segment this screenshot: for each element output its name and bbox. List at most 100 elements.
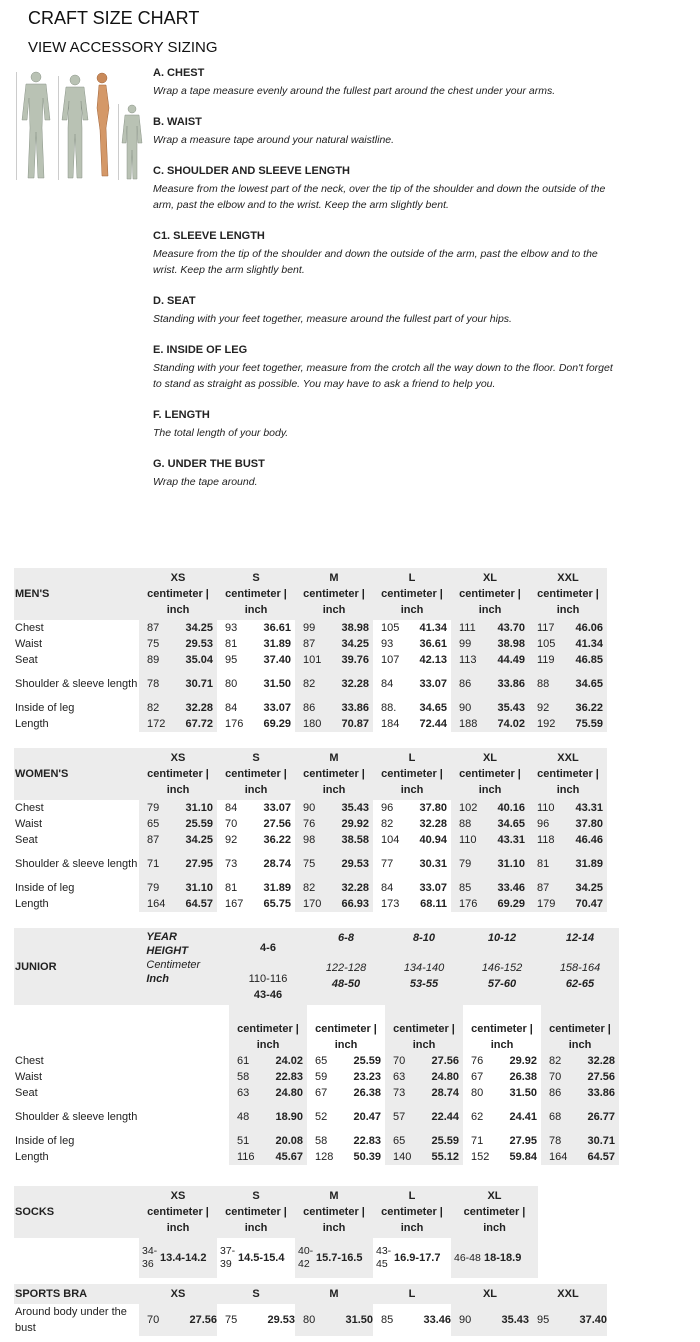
size-cell: 164 64.57 bbox=[139, 896, 217, 912]
age-header: 12-14 158-164 62-65 bbox=[541, 928, 619, 1005]
size-cell: 86 33.86 bbox=[541, 1085, 619, 1101]
unit-header: centimeter | inch bbox=[541, 1021, 619, 1053]
inch-value: 43.31 bbox=[497, 834, 525, 846]
inch-value: 28.74 bbox=[431, 1087, 459, 1099]
size-header: XL centimeter | inch bbox=[451, 1186, 538, 1238]
unit-label: centimeter | bbox=[381, 1206, 443, 1218]
inch-value: 27.95 bbox=[185, 858, 213, 870]
size-cell: 73 28.74 bbox=[217, 848, 295, 880]
size-label: XS bbox=[170, 1190, 186, 1202]
cm-value: 102 bbox=[459, 802, 478, 814]
cm-value: 93 bbox=[381, 638, 394, 650]
table-title: SOCKS bbox=[14, 1186, 139, 1238]
size-cell: 81 31.89 bbox=[217, 880, 295, 896]
age-height-cm: 134-140 bbox=[403, 962, 445, 974]
cm-value: 90 bbox=[303, 802, 316, 814]
inch-value: 44.49 bbox=[497, 654, 525, 666]
size-cell: 88 34.65 bbox=[529, 668, 607, 700]
size-cell: 76 29.92 bbox=[295, 816, 373, 832]
cm-value: 75 bbox=[303, 858, 316, 870]
cm-value: 87 bbox=[147, 622, 160, 634]
header-row: SPORTS BRA XS S M L XL XXL bbox=[14, 1284, 607, 1304]
inch-value: 45.67 bbox=[275, 1151, 303, 1163]
cm-value: 84 bbox=[225, 802, 238, 814]
inch-value: 24.80 bbox=[431, 1071, 459, 1083]
size-cell: 84 33.07 bbox=[217, 700, 295, 716]
row-label: Shoulder & sleeve length bbox=[15, 1111, 138, 1123]
size-cell: 61 24.02 bbox=[229, 1053, 307, 1069]
inch-value: 20.08 bbox=[275, 1135, 303, 1147]
size-cell: 176 69.29 bbox=[217, 716, 295, 732]
inch-value: 15.7-16.5 bbox=[316, 1251, 363, 1264]
inch-value: 35.04 bbox=[185, 654, 213, 666]
size-cell: 170 66.93 bbox=[295, 896, 373, 912]
cm-value: 184 bbox=[381, 718, 400, 730]
cm-value: 128 bbox=[315, 1151, 334, 1163]
unit-label: inch bbox=[490, 1039, 514, 1051]
junior-key-year: YEAR bbox=[146, 931, 177, 943]
unit-label: inch bbox=[322, 1222, 346, 1234]
size-cell: 58 22.83 bbox=[229, 1069, 307, 1085]
size-cell: 84 33.07 bbox=[217, 800, 295, 816]
unit-label: inch bbox=[556, 604, 580, 616]
inch-value: 16.9-17.7 bbox=[394, 1251, 441, 1264]
row-label: Seat bbox=[15, 1087, 38, 1099]
inch-value: 38.98 bbox=[497, 638, 525, 650]
inch-value: 31.10 bbox=[497, 858, 525, 870]
unit-row: centimeter | inch centimeter | inch centimet… bbox=[14, 1021, 619, 1053]
size-label: M bbox=[329, 572, 339, 584]
size-cell: 51 20.08 bbox=[229, 1133, 307, 1149]
inch-value: 34.65 bbox=[419, 702, 447, 714]
cm-value: 84 bbox=[381, 882, 394, 894]
inch-value: 27.56 bbox=[587, 1071, 615, 1083]
size-cell: 192 75.59 bbox=[529, 716, 607, 732]
age-header: 4-6 110-116 43-46 bbox=[229, 928, 307, 1005]
cm-value: 62 bbox=[471, 1111, 484, 1123]
unit-label: inch bbox=[244, 784, 268, 796]
age-height-inch: 48-50 bbox=[331, 978, 361, 990]
cm-value: 167 bbox=[225, 898, 244, 910]
table-row: Seat 63 24.80 67 26.38 73 28.74 80 31.50 86 33.86 bbox=[14, 1085, 619, 1101]
size-cell: 167 65.75 bbox=[217, 896, 295, 912]
cm-value: 59 bbox=[315, 1071, 328, 1083]
inch-value: 31.50 bbox=[263, 678, 291, 690]
unit-label: centimeter | bbox=[381, 768, 443, 780]
guide-text: The total length of your body. bbox=[153, 427, 289, 439]
size-cell: 48 18.90 bbox=[229, 1101, 307, 1133]
cm-value: 87 bbox=[147, 834, 160, 846]
size-cell: 92 36.22 bbox=[217, 832, 295, 848]
inch-value: 34.25 bbox=[341, 638, 369, 650]
inch-value: 29.53 bbox=[267, 1314, 295, 1326]
cm-value: 70 bbox=[549, 1071, 562, 1083]
inch-value: 36.22 bbox=[575, 702, 603, 714]
inch-value: 33.07 bbox=[263, 702, 291, 714]
row-label: Waist bbox=[15, 1071, 43, 1083]
inch-value: 20.47 bbox=[353, 1111, 381, 1123]
unit-label: centimeter | bbox=[471, 1023, 533, 1035]
table-row: Waist 58 22.83 59 23.23 63 24.80 67 26.38 70 27.56 bbox=[14, 1069, 619, 1085]
unit-label: inch bbox=[556, 784, 580, 796]
inch-value: 22.44 bbox=[431, 1111, 459, 1123]
row-label: Inside of leg bbox=[15, 702, 75, 714]
size-cell: 82 32.28 bbox=[373, 816, 451, 832]
unit-label: inch bbox=[400, 1222, 424, 1234]
row-label: Chest bbox=[15, 622, 44, 634]
inch-value: 36.22 bbox=[263, 834, 291, 846]
cm-value: 81 bbox=[225, 638, 238, 650]
table-row: Length 164 64.57 167 65.75 170 66.93 173 68.11 17… bbox=[14, 896, 607, 912]
unit-label: centimeter | bbox=[237, 1023, 299, 1035]
inch-value: 24.02 bbox=[275, 1055, 303, 1067]
size-cell: 63 24.80 bbox=[385, 1069, 463, 1085]
size-cell: 65 25.59 bbox=[307, 1053, 385, 1069]
unit-label: inch bbox=[334, 1039, 358, 1051]
inch-value: 31.89 bbox=[263, 638, 291, 650]
inch-value: 32.28 bbox=[419, 818, 447, 830]
size-cell: 62 24.41 bbox=[463, 1101, 541, 1133]
cm-value: 71 bbox=[471, 1135, 484, 1147]
inch-value: 36.61 bbox=[419, 638, 447, 650]
view-accessory-sizing-link[interactable]: VIEW ACCESSORY SIZING bbox=[28, 39, 218, 56]
cm-value: 77 bbox=[381, 858, 394, 870]
unit-label: centimeter | bbox=[225, 768, 287, 780]
